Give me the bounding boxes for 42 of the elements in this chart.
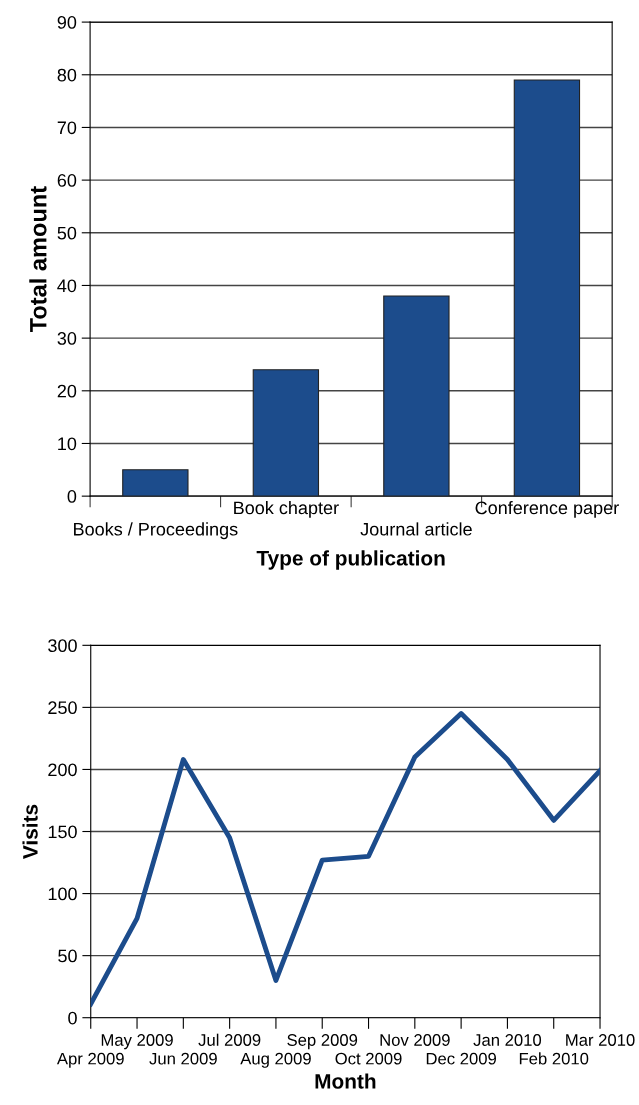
x-axis-title: Type of publication [256, 550, 445, 570]
y-axis-title: Visits [22, 804, 38, 859]
y-tick-label: 10 [58, 437, 77, 451]
y-tick-label: 90 [57, 16, 77, 29]
x-tick-label: Sep 2009 [287, 1034, 358, 1050]
y-tick-label: 250 [48, 701, 77, 715]
x-tick-label: May 2009 [101, 1034, 173, 1050]
x-tick-label: Journal article [360, 522, 472, 536]
x-tick-label: Jun 2009 [149, 1052, 217, 1065]
y-tick-label: 200 [48, 763, 77, 777]
line-series [90, 711, 601, 1007]
y-tick-label: 30 [57, 332, 77, 345]
x-axis-title: Month [315, 1073, 376, 1089]
y-tick-label: 0 [67, 490, 77, 503]
bar [252, 369, 320, 497]
x-tick-label: Dec 2009 [426, 1052, 497, 1065]
x-tick-label: Feb 2010 [519, 1052, 589, 1065]
bar [383, 295, 450, 497]
x-tick-label: Jan 2010 [473, 1034, 542, 1046]
y-tick-label: 100 [48, 887, 77, 901]
x-tick-label: Aug 2009 [240, 1052, 311, 1068]
y-tick-label: 40 [57, 279, 77, 293]
y-tick-label: 80 [57, 68, 77, 82]
y-tick-label: 50 [58, 949, 77, 963]
bar [122, 469, 189, 497]
x-tick-label: Book chapter [234, 501, 339, 518]
y-axis-title: Total amount [29, 186, 47, 333]
x-tick-label: Oct 2009 [335, 1052, 402, 1065]
x-tick-label: Books / Proceedings [74, 522, 238, 540]
bar [513, 79, 581, 497]
y-tick-label: 150 [48, 825, 77, 839]
x-tick-label: Apr 2009 [56, 1052, 124, 1068]
x-tick-label: Nov 2009 [380, 1034, 450, 1046]
x-tick-label: Mar 2010 [566, 1034, 635, 1046]
y-tick-label: 0 [68, 1011, 77, 1025]
x-tick-label: Conference paper [475, 501, 619, 518]
y-tick-label: 70 [57, 121, 77, 135]
y-tick-label: 300 [48, 639, 77, 653]
y-tick-label: 60 [57, 174, 77, 187]
y-tick-label: 20 [57, 384, 77, 398]
y-tick-label: 50 [57, 226, 77, 240]
x-tick-label: Jul 2009 [198, 1033, 261, 1046]
